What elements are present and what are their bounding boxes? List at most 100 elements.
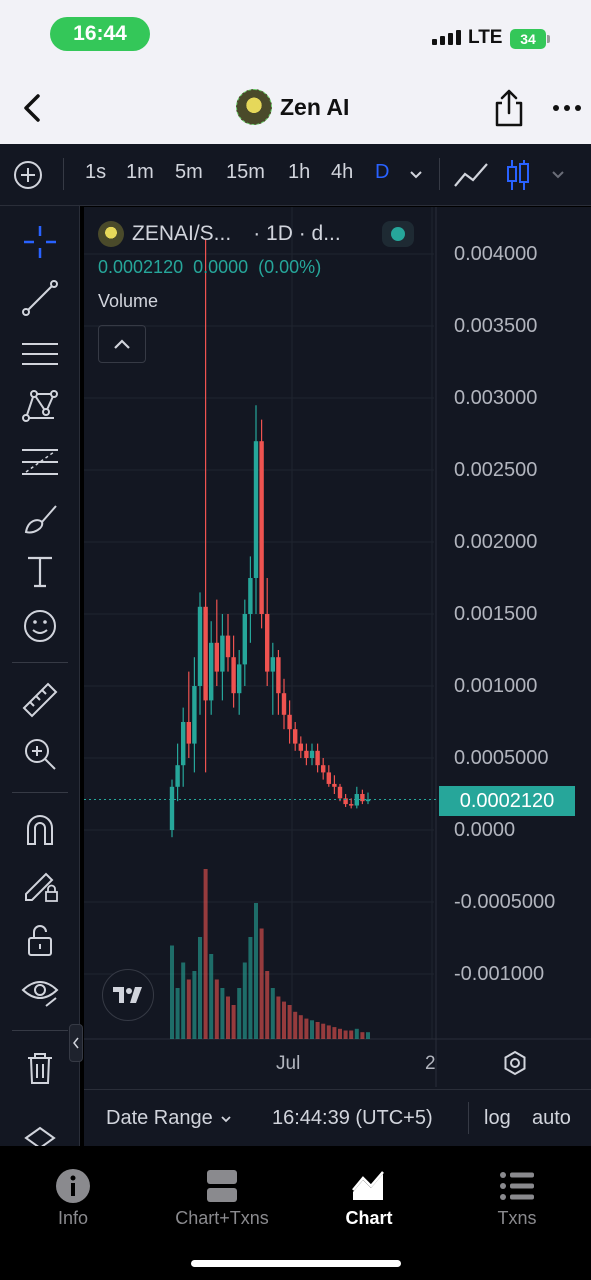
token-avatar (236, 89, 272, 125)
timeframe-1s[interactable]: 1s (85, 161, 107, 183)
bottom-divider (468, 1102, 469, 1134)
text-tool-icon[interactable] (20, 552, 60, 592)
layers-icon[interactable] (20, 1118, 60, 1158)
timeframe-4h[interactable]: 4h (331, 161, 354, 183)
emoji-icon[interactable] (20, 606, 60, 646)
candle-body (321, 765, 326, 773)
volume-bar (237, 988, 242, 1039)
candle-body (281, 693, 287, 715)
candle-body (354, 794, 359, 806)
share-button[interactable] (492, 88, 526, 128)
y-tick-label: 0.0000 (454, 819, 516, 841)
chart-bottom-bar: Date Range 16:44:39 (UTC+5) log auto (84, 1089, 591, 1146)
candle-body (192, 686, 197, 744)
nav-info[interactable]: Info (13, 1168, 133, 1229)
timeframe-5m[interactable]: 5m (175, 161, 203, 183)
y-tick-label: 0.0005000 (454, 747, 549, 769)
volume-bar (248, 937, 253, 1039)
y-tick-label: 0.003000 (454, 387, 538, 409)
candle-body (214, 642, 219, 672)
unlock-icon[interactable] (20, 920, 60, 960)
collapse-tools-button[interactable] (69, 1024, 83, 1062)
token-logo (98, 221, 124, 247)
status-time: 16:44 (50, 17, 150, 51)
brush-icon[interactable] (20, 498, 60, 538)
volume-bar (293, 1011, 298, 1039)
drawing-tools (0, 206, 80, 1150)
timeframe-15m[interactable]: 15m (226, 161, 265, 183)
candle-body (231, 657, 236, 694)
volume-bar (360, 1032, 365, 1039)
nav-chart[interactable]: Chart (309, 1168, 429, 1229)
volume-bar (259, 928, 264, 1039)
candle-body (326, 772, 331, 784)
more-button[interactable] (552, 98, 582, 118)
nav-label: Txns (497, 1208, 537, 1228)
legend-symbol[interactable]: ZENAI/S... (132, 222, 232, 245)
page-title: Zen AI (280, 93, 350, 120)
chevron-down-icon[interactable] (408, 166, 424, 182)
nav-chart-txns[interactable]: Chart+Txns (162, 1168, 282, 1229)
tradingview-icon (113, 987, 142, 1003)
info-icon (56, 1169, 90, 1203)
chevron-down-icon[interactable] (550, 166, 566, 182)
date-range-button[interactable]: Date Range (106, 1107, 233, 1130)
timeframe-1m[interactable]: 1m (126, 161, 154, 183)
eye-icon[interactable] (20, 972, 60, 1012)
candle-body (253, 441, 259, 578)
fib-retracement-icon[interactable] (20, 442, 60, 482)
candle-body (197, 606, 203, 686)
volume-bar (287, 1005, 292, 1039)
line-chart-icon[interactable] (453, 160, 489, 190)
candle-body (248, 578, 253, 614)
price-chart[interactable]: ZENAI/S... · 1D · d... 0.0002120 0.0000 … (84, 207, 591, 1146)
volume-bar (354, 1028, 359, 1039)
volume-label: Volume (98, 291, 159, 311)
y-tick-label: 0.004000 (454, 243, 538, 265)
zoom-in-icon[interactable] (20, 734, 60, 774)
chart-settings-button[interactable] (502, 1050, 528, 1076)
candle-body (276, 657, 281, 694)
legend-collapse-button[interactable] (98, 325, 146, 363)
magnet-icon[interactable] (20, 810, 60, 850)
volume-bar (332, 1027, 337, 1039)
market-status-icon (382, 221, 414, 247)
candle-body (298, 743, 303, 751)
candle-body (175, 765, 180, 787)
log-scale-button[interactable]: log (484, 1107, 511, 1129)
ruler-icon[interactable] (20, 680, 60, 720)
timeframe-1h[interactable]: 1h (288, 161, 311, 183)
network-label: LTE (468, 27, 503, 48)
candle-body (287, 714, 292, 730)
trend-line-icon[interactable] (20, 278, 60, 318)
candle-body (242, 614, 247, 665)
crosshair-icon[interactable] (20, 222, 60, 262)
candle-body (337, 786, 343, 799)
pattern-icon[interactable] (20, 386, 60, 426)
status-bar: 16:44 LTE 34 (0, 0, 591, 72)
signal-icon (432, 30, 461, 45)
candle-body (332, 783, 337, 787)
candlestick-icon[interactable] (505, 158, 531, 192)
candle-body (237, 664, 242, 694)
trash-icon[interactable] (20, 1048, 60, 1088)
tools-divider (12, 662, 68, 663)
chevron-left-icon (24, 94, 40, 122)
nav-txns[interactable]: Txns (457, 1168, 577, 1229)
chevron-left-icon (73, 1037, 79, 1049)
chevron-up-icon (114, 339, 130, 349)
lock-drawing-icon[interactable] (20, 864, 60, 904)
auto-scale-button[interactable]: auto (532, 1107, 571, 1129)
horizontal-lines-icon[interactable] (20, 334, 60, 374)
split-icon (207, 1170, 237, 1202)
back-button[interactable] (14, 86, 54, 130)
chart-canvas[interactable] (84, 207, 591, 1087)
bottom-nav: Info Chart+Txns Chart Txns (0, 1146, 591, 1280)
nav-label: Chart (345, 1208, 393, 1228)
timeframe-d[interactable]: D (375, 161, 390, 183)
volume-bar (181, 962, 186, 1039)
chart-clock[interactable]: 16:44:39 (UTC+5) (272, 1107, 433, 1129)
tradingview-logo[interactable] (102, 969, 154, 1021)
volume-bar (265, 971, 270, 1039)
add-indicator-button[interactable] (12, 159, 44, 191)
